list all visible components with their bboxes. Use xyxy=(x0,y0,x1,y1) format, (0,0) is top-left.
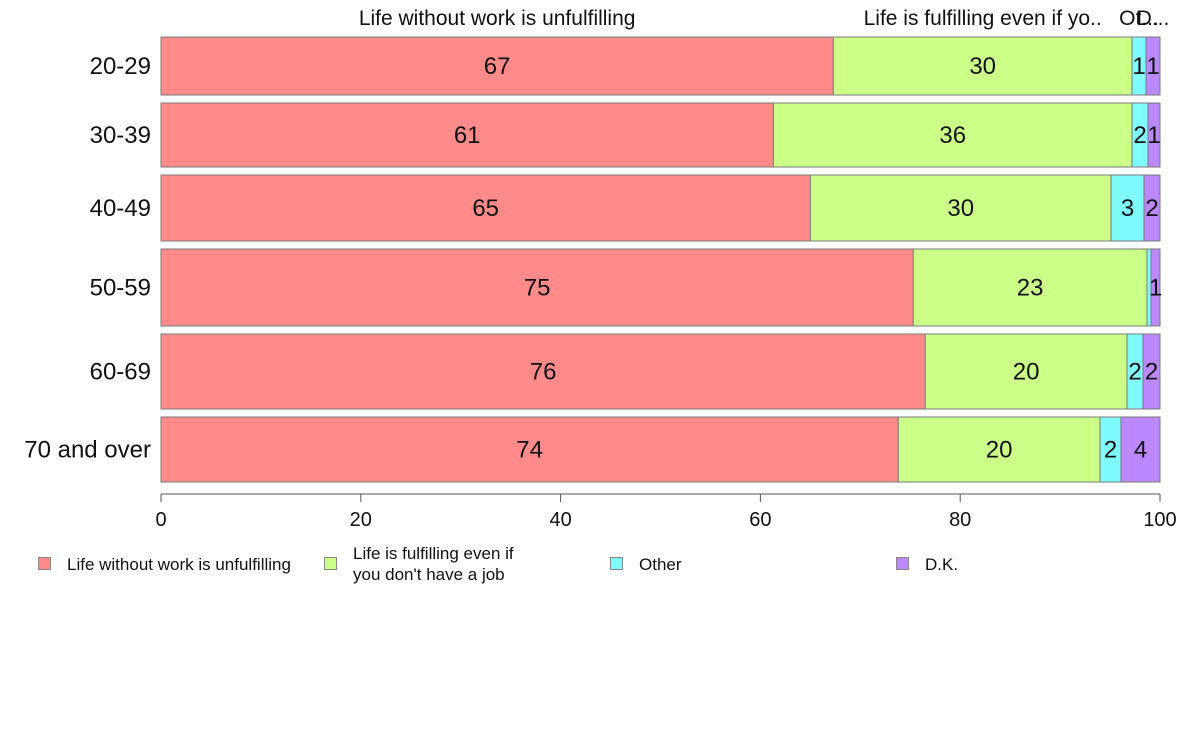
bar-segment xyxy=(160,333,926,410)
legend-swatch xyxy=(324,557,337,570)
bar-segment xyxy=(772,102,1133,168)
legend-swatch xyxy=(610,557,623,570)
category-label: 20-29 xyxy=(90,53,151,80)
bar-segment xyxy=(160,248,914,327)
data-label: 20 xyxy=(1013,359,1040,386)
bar-segment xyxy=(1147,102,1161,168)
data-label: 23 xyxy=(1017,275,1044,302)
data-label: 74 xyxy=(516,437,543,464)
x-tick-label: 100 xyxy=(1143,509,1176,531)
data-label: 2 xyxy=(1133,122,1146,149)
legend-swatch xyxy=(896,557,909,570)
data-label: 76 xyxy=(530,359,557,386)
data-label: 75 xyxy=(524,275,551,302)
data-label: 2 xyxy=(1145,195,1158,222)
top-series-label: Life without work is unfulfilling xyxy=(359,7,636,30)
data-label: 1 xyxy=(1132,53,1145,80)
data-label: 2 xyxy=(1128,359,1141,386)
x-tick-label: 80 xyxy=(949,509,971,531)
legend-item: Life is fulfilling even if you don't hav… xyxy=(324,543,514,585)
data-label: 20 xyxy=(986,437,1013,464)
legend-label: D.K. xyxy=(925,555,959,574)
data-label: 36 xyxy=(939,122,966,149)
data-label: 61 xyxy=(454,122,481,149)
category-label: 60-69 xyxy=(90,359,151,386)
top-series-label: Ot... xyxy=(1119,7,1159,30)
x-tick-label: 40 xyxy=(549,509,571,531)
bar-segment xyxy=(1150,248,1161,327)
bar-segment xyxy=(1145,36,1161,96)
data-label: 30 xyxy=(947,195,974,222)
bar-segment xyxy=(809,174,1112,242)
bar-segment xyxy=(912,248,1148,327)
data-label: 4 xyxy=(1134,437,1147,464)
data-label: 67 xyxy=(484,53,511,80)
bar-segment xyxy=(160,174,811,242)
top-series-label: Life is fulfilling even if yo.. xyxy=(864,7,1102,30)
data-label: 2 xyxy=(1145,359,1158,386)
x-tick-label: 60 xyxy=(749,509,771,531)
category-label: 50-59 xyxy=(90,275,151,302)
bar-segment xyxy=(924,333,1128,410)
bar-segment xyxy=(832,36,1133,96)
data-label: 30 xyxy=(969,53,996,80)
data-label: 2 xyxy=(1104,437,1117,464)
x-tick-label: 20 xyxy=(350,509,372,531)
legend-item: Other xyxy=(610,543,682,575)
bar-segment xyxy=(160,416,899,483)
category-label: 70 and over xyxy=(24,437,151,464)
legend-item: Life without work is unfulfilling xyxy=(38,543,291,575)
legend-label: Life is fulfilling even if you don't hav… xyxy=(353,544,514,584)
data-label: 65 xyxy=(472,195,499,222)
bar-segment xyxy=(1110,174,1145,242)
category-label: 30-39 xyxy=(90,122,151,149)
category-label: 40-49 xyxy=(90,195,151,222)
legend-item: D.K. xyxy=(896,543,958,575)
bar-segment xyxy=(1120,416,1161,483)
data-label: 1 xyxy=(1147,122,1160,149)
data-label: 1 xyxy=(1149,275,1162,302)
top-series-label: D... xyxy=(1137,7,1170,30)
bar-segment xyxy=(897,416,1101,483)
x-tick-label: 0 xyxy=(155,509,166,531)
chart-legend: Life without work is unfulfilling Life i… xyxy=(38,543,1178,593)
legend-label: Other xyxy=(639,555,682,574)
data-label: 1 xyxy=(1146,53,1159,80)
legend-swatch xyxy=(38,557,51,570)
data-label: 3 xyxy=(1121,195,1134,222)
bar-segment xyxy=(1142,333,1161,410)
bar-segment xyxy=(1143,174,1161,242)
legend-label: Life without work is unfulfilling xyxy=(67,555,291,574)
bar-segment xyxy=(160,102,774,168)
